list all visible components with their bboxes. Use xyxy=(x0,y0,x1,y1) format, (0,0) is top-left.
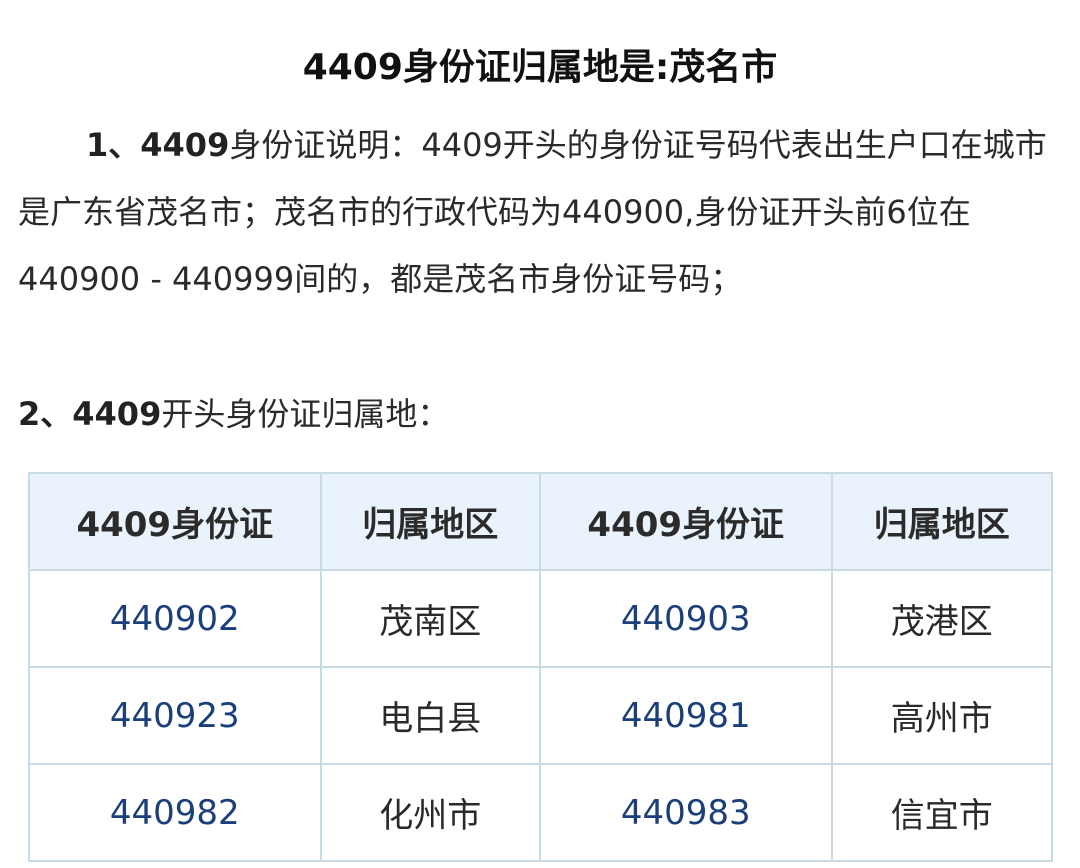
id-code-cell[interactable]: 440982 xyxy=(28,763,322,862)
table-row: 440982 化州市 440983 信宜市 xyxy=(28,763,1054,862)
section-2-label: 2、4409 xyxy=(18,395,162,433)
section-1-paragraph: 1、4409身份证说明：4409开头的身份证号码代表出生户口在城市是广东省茂名市… xyxy=(18,112,1063,313)
column-header: 4409身份证 xyxy=(28,472,322,571)
table-row: 440902 茂南区 440903 茂港区 xyxy=(28,569,1054,668)
region-cell: 化州市 xyxy=(319,763,541,862)
column-header: 归属地区 xyxy=(830,472,1054,571)
id-code-cell[interactable]: 440981 xyxy=(538,666,833,765)
id-code-cell[interactable]: 440903 xyxy=(538,569,833,668)
region-cell: 茂港区 xyxy=(830,569,1054,668)
section-1-label: 1、4409 xyxy=(86,126,230,164)
table-row: 440923 电白县 440981 高州市 xyxy=(28,666,1054,765)
section-2-paragraph: 2、4409开头身份证归属地： xyxy=(18,381,1063,448)
region-cell: 电白县 xyxy=(319,666,541,765)
id-code-cell[interactable]: 440923 xyxy=(28,666,322,765)
column-header: 归属地区 xyxy=(319,472,541,571)
region-cell: 茂南区 xyxy=(319,569,541,668)
region-cell: 信宜市 xyxy=(830,763,1054,862)
section-2-text: 开头身份证归属地： xyxy=(161,395,450,433)
region-table: 4409身份证 归属地区 4409身份证 归属地区 440902 茂南区 440… xyxy=(28,472,1054,862)
page-title: 4409身份证归属地是:茂名市 xyxy=(302,47,778,88)
id-code-cell[interactable]: 440983 xyxy=(538,763,833,862)
section-1-text: 身份证说明：4409开头的身份证号码代表出生户口在城市是广东省茂名市；茂名市的行… xyxy=(18,126,1047,298)
table-header-row: 4409身份证 归属地区 4409身份证 归属地区 xyxy=(28,472,1054,571)
region-cell: 高州市 xyxy=(830,666,1054,765)
column-header: 4409身份证 xyxy=(538,472,833,571)
id-code-cell[interactable]: 440902 xyxy=(28,569,322,668)
